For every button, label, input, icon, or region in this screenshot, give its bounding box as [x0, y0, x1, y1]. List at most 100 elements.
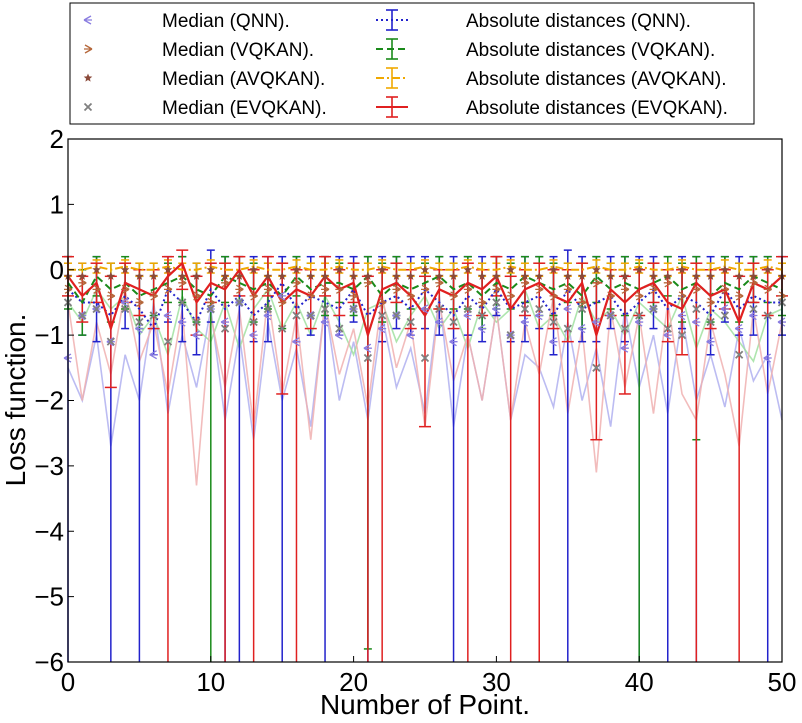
median-marker-6-20	[349, 271, 358, 280]
median-marker-4-5	[135, 324, 144, 334]
median-marker-7-8	[178, 298, 187, 307]
median-marker-5-44	[692, 284, 701, 294]
median-marker-4-6	[149, 350, 158, 360]
y-tick-label-7: −5	[34, 582, 64, 612]
median-marker-4-47	[734, 324, 744, 334]
median-marker-5-30	[492, 284, 501, 294]
median-marker-5-41	[649, 284, 658, 294]
legend-label-1: Median (VQKAN).	[162, 40, 314, 61]
median-marker-6-34	[549, 265, 558, 274]
median-marker-7-23	[392, 311, 401, 320]
median-marker-5-22	[378, 297, 387, 308]
median-marker-7-1	[78, 311, 87, 320]
median-marker-7-45	[706, 317, 715, 327]
median-marker-7-27	[449, 317, 458, 327]
legend-entry-0: Median (QNN).	[83, 11, 290, 32]
median-marker-6-37	[592, 265, 601, 274]
median-marker-7-33	[535, 304, 544, 314]
median-marker-5-14	[263, 284, 273, 294]
median-marker-7-19	[335, 324, 344, 333]
median-marker-7-7	[163, 337, 173, 346]
median-marker-4-46	[720, 304, 729, 314]
median-marker-5-19	[335, 284, 344, 294]
median-marker-4-25	[420, 304, 429, 314]
legend-label-6: Absolute distances (AVQKAN).	[466, 69, 726, 90]
x-tick-label-3: 30	[482, 667, 511, 697]
median-marker-7-10	[206, 304, 215, 314]
legend-label-3: Median (EVQKAN).	[162, 98, 327, 119]
median-marker-6-4	[120, 265, 130, 274]
median-marker-5-7	[163, 284, 173, 294]
median-marker-6-45	[706, 271, 715, 280]
median-marker-7-6	[149, 311, 158, 320]
series-line-3	[67, 261, 783, 340]
legend-marker-1	[84, 44, 93, 54]
median-marker-7-46	[720, 311, 730, 320]
median-marker-7-37	[592, 363, 601, 372]
median-marker-4-32	[520, 317, 529, 327]
median-marker-5-34	[549, 291, 558, 301]
median-markers-layer	[63, 265, 787, 372]
median-marker-5-23	[392, 284, 401, 294]
median-marker-5-9	[192, 291, 201, 301]
y-tick-label-6: −4	[34, 516, 64, 546]
x-tick-label-4: 40	[625, 667, 654, 697]
median-marker-5-11	[221, 278, 230, 288]
median-marker-5-6	[149, 291, 159, 301]
median-marker-6-30	[492, 271, 501, 280]
x-tick-label-2: 20	[339, 667, 368, 697]
median-marker-7-43	[677, 330, 687, 340]
median-marker-7-31	[506, 330, 515, 340]
median-marker-4-33	[534, 310, 544, 321]
median-marker-6-38	[606, 271, 615, 280]
median-marker-5-20	[349, 291, 358, 301]
median-marker-7-14	[263, 304, 273, 314]
median-marker-7-13	[249, 317, 258, 327]
median-marker-7-39	[620, 324, 630, 333]
y-tick-label-4: −2	[34, 386, 64, 416]
median-marker-7-2	[92, 304, 101, 314]
median-marker-6-44	[692, 271, 701, 280]
legend-marker-0	[83, 15, 92, 25]
legend-marker-3	[83, 102, 93, 112]
median-marker-6-9	[192, 271, 201, 280]
median-marker-7-3	[106, 337, 115, 346]
median-marker-4-9	[192, 330, 201, 340]
median-marker-5-49	[763, 284, 773, 294]
median-marker-7-25	[420, 353, 430, 363]
median-marker-6-47	[734, 271, 744, 280]
median-marker-7-38	[606, 311, 615, 320]
median-marker-4-7	[163, 310, 172, 321]
median-marker-6-25	[420, 265, 430, 274]
median-marker-7-44	[692, 304, 701, 314]
median-marker-4-13	[249, 330, 258, 340]
y-tick-label-0: 2	[50, 124, 64, 154]
series-line-1	[67, 274, 783, 305]
median-marker-6-41	[649, 271, 658, 280]
median-marker-5-3	[106, 291, 116, 301]
median-marker-4-28	[463, 310, 472, 321]
median-marker-7-40	[635, 311, 644, 320]
legend-label-5: Absolute distances (VQKAN).	[466, 40, 715, 61]
median-marker-6-8	[178, 271, 187, 280]
median-marker-5-5	[135, 297, 144, 308]
median-marker-7-15	[278, 324, 287, 333]
median-marker-4-34	[549, 337, 558, 347]
median-marker-4-11	[220, 317, 230, 327]
median-marker-7-48	[749, 304, 758, 314]
median-marker-6-36	[577, 271, 587, 280]
median-marker-4-18	[320, 317, 330, 327]
x-tick-label-5: 50	[768, 667, 797, 697]
median-marker-4-45	[706, 337, 715, 347]
median-marker-6-13	[249, 265, 258, 274]
median-marker-4-35	[563, 304, 572, 314]
median-marker-4-42	[663, 330, 672, 340]
median-marker-6-17	[306, 271, 315, 280]
median-marker-7-28	[463, 304, 472, 314]
legend-frame	[69, 2, 755, 125]
median-marker-6-48	[749, 271, 758, 280]
median-marker-7-11	[220, 324, 230, 333]
median-marker-6-35	[563, 271, 573, 280]
median-marker-6-6	[149, 271, 158, 280]
